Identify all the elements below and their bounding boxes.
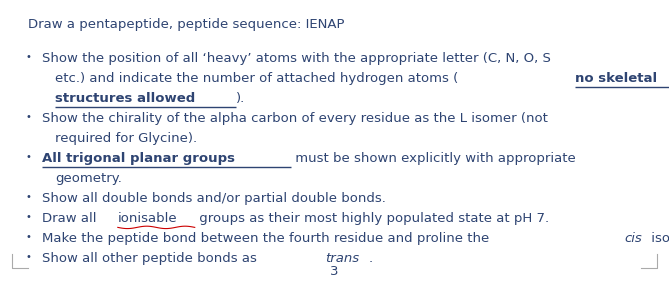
Text: trans: trans (324, 252, 359, 265)
Text: •: • (25, 252, 31, 262)
Text: cis: cis (625, 232, 642, 245)
Text: 3: 3 (330, 265, 339, 278)
Text: •: • (25, 112, 31, 122)
Text: no skeletal: no skeletal (575, 72, 658, 85)
Text: Draw all: Draw all (42, 212, 101, 225)
Text: •: • (25, 152, 31, 162)
Text: must be shown explicitly with appropriate: must be shown explicitly with appropriat… (291, 152, 576, 165)
Text: Show the position of all ‘heavy’ atoms with the appropriate letter (C, N, O, S: Show the position of all ‘heavy’ atoms w… (42, 52, 551, 65)
Text: ).: ). (236, 92, 246, 105)
Text: •: • (25, 192, 31, 202)
Text: required for Glycine).: required for Glycine). (55, 132, 201, 145)
Text: •: • (25, 212, 31, 222)
Text: ionisable: ionisable (118, 212, 177, 225)
Text: Draw a pentapeptide, peptide sequence: IENAP: Draw a pentapeptide, peptide sequence: I… (28, 18, 345, 31)
Text: Make the peptide bond between the fourth residue and proline the: Make the peptide bond between the fourth… (42, 232, 494, 245)
Text: •: • (25, 52, 31, 62)
Text: Show the chirality of the alpha carbon of every residue as the L isomer (not: Show the chirality of the alpha carbon o… (42, 112, 548, 125)
Text: geometry.: geometry. (55, 172, 122, 185)
Text: •: • (25, 232, 31, 242)
Text: groups as their most highly populated state at pH 7.: groups as their most highly populated st… (195, 212, 549, 225)
Text: All trigonal planar groups: All trigonal planar groups (42, 152, 235, 165)
Text: .: . (369, 252, 373, 265)
Text: Show all other peptide bonds as: Show all other peptide bonds as (42, 252, 261, 265)
Text: isomer.: isomer. (648, 232, 669, 245)
Text: structures allowed: structures allowed (55, 92, 195, 105)
Text: Show all double bonds and/or partial double bonds.: Show all double bonds and/or partial dou… (42, 192, 386, 205)
Text: etc.) and indicate the number of attached hydrogen atoms (: etc.) and indicate the number of attache… (55, 72, 458, 85)
